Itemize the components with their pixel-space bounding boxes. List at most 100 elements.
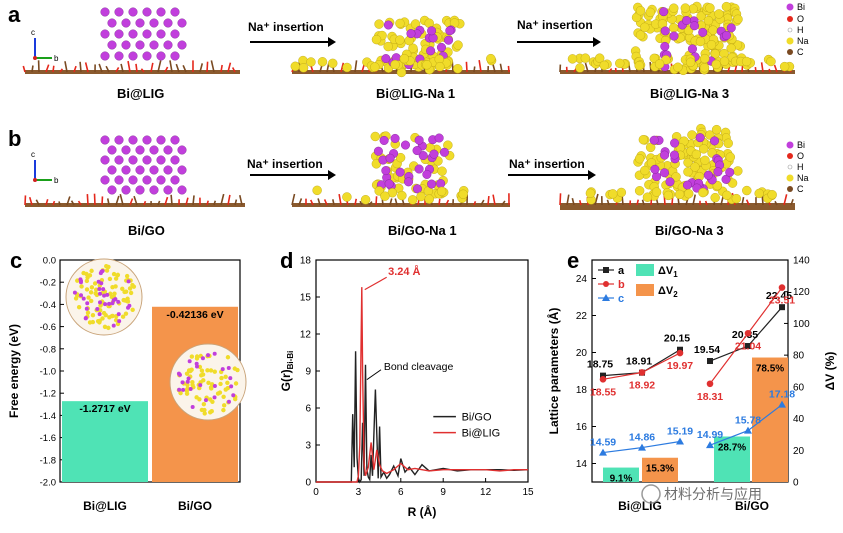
panel-letter-a: a [8, 2, 21, 27]
na-atom [766, 56, 776, 67]
substrate-bond [120, 63, 124, 73]
substrate-bond [692, 194, 696, 206]
marker-c [638, 443, 646, 451]
y-tick-label-c: -2.0 [40, 478, 56, 489]
bi-atom [163, 18, 173, 28]
rdf-series-bi-go [316, 351, 529, 484]
na-atom [616, 187, 627, 198]
substrate-bond [98, 63, 103, 73]
substrate-bond [487, 196, 490, 206]
bi-atom [156, 135, 166, 145]
bi-atom [114, 135, 124, 145]
arrow-head-b2 [588, 170, 596, 180]
y-tick-label-d: 0 [305, 478, 311, 489]
substrate-bond [606, 199, 610, 206]
na-atom [635, 6, 646, 16]
panel-letter-b: b [8, 126, 22, 151]
substrate-bond [594, 193, 599, 206]
bi-atom [149, 145, 159, 155]
na-atom [699, 63, 710, 73]
caption-bi-go-na3: Bi/GO-Na 3 [655, 223, 724, 238]
legend-bar-label-e: ΔV2 [658, 285, 678, 299]
na-atom [443, 140, 453, 150]
substrate-bond [105, 65, 110, 73]
substrate-bond [480, 199, 485, 206]
bi-atom [381, 54, 391, 64]
na-atom [312, 185, 322, 196]
legend-marker-e [603, 281, 609, 287]
lattice-value-label: 23.51 [769, 295, 795, 307]
substrate-bond [608, 68, 613, 73]
na-atom [397, 190, 407, 201]
lattice-value-label: 18.91 [626, 356, 652, 368]
na-atom [453, 64, 463, 74]
substrate-bond [584, 62, 589, 73]
y-tick-label-d: 12 [300, 330, 312, 341]
bi-atom [177, 40, 187, 50]
marker-a [707, 358, 713, 365]
volume-bar-label: 15.3% [646, 464, 674, 475]
legend-bar-label-e: ΔV1 [658, 265, 678, 279]
na-atom [710, 49, 720, 59]
y-tick-label-d: 9 [305, 367, 311, 378]
lattice-value-label: 20.35 [732, 329, 758, 341]
bi-atom [107, 145, 117, 155]
bond-arrow [366, 369, 382, 381]
substrate-bond [754, 66, 757, 73]
substrate-bond [499, 63, 503, 73]
x-tick-label-d: 0 [313, 487, 319, 498]
legend-h-a: H [797, 25, 804, 35]
bi-atom [445, 26, 455, 36]
bi-atom [177, 145, 187, 155]
substrate-base [25, 70, 240, 74]
bi-atom [114, 155, 124, 165]
bi-atom [429, 149, 439, 159]
na-atom [594, 53, 605, 63]
bi-atom [687, 44, 697, 54]
na-atom [634, 60, 644, 71]
bi-atom [383, 20, 393, 30]
na-atom [640, 165, 650, 176]
lattice-value-label: 18.75 [587, 359, 613, 371]
na-atom [395, 152, 406, 163]
y2-tick-label-e: 140 [793, 256, 810, 267]
panel-b-structures: c b [24, 123, 795, 210]
bi-atom [114, 7, 124, 17]
na-atom [435, 61, 445, 72]
bi-atom [128, 29, 138, 39]
substrate-bond [227, 194, 231, 206]
bi-atom [418, 151, 428, 161]
legend-marker-e [602, 294, 610, 301]
na-atom [390, 59, 400, 70]
y-tick-label-e: 14 [576, 459, 588, 470]
na-atom [328, 58, 338, 69]
bi-atom [156, 155, 166, 165]
na-atom [608, 189, 618, 199]
na-atom [634, 154, 645, 164]
na-atom [575, 63, 585, 73]
substrate-bond [73, 65, 77, 73]
bi-atom [721, 174, 731, 184]
legend-label-e: a [618, 265, 625, 277]
y-tick-label-e: 16 [576, 422, 588, 433]
bi-atom [703, 170, 713, 180]
legend-bi-a: Bi [797, 2, 806, 12]
y-tick-label-c: 0.0 [43, 256, 56, 267]
bi-atom [114, 175, 124, 185]
na-atom [742, 185, 752, 196]
bi-atom [414, 164, 424, 174]
bi-atom [400, 140, 410, 150]
substrate-bond [783, 194, 788, 206]
substrate-bond [93, 193, 96, 206]
lattice-value-label: 18.92 [629, 379, 655, 391]
bi-atom [114, 29, 124, 39]
bi-atom [100, 29, 110, 39]
substrate-bond [77, 200, 82, 206]
na-atom [700, 53, 710, 64]
y-tick-label-c: -1.6 [40, 433, 56, 444]
axis-c-label-a: c [31, 28, 35, 37]
lattice-value-label: 19.97 [667, 360, 693, 372]
substrate-bond [164, 66, 169, 73]
panel-letter-d: d [280, 248, 294, 273]
na-insertion-label-a1: Na⁺ insertion [248, 20, 324, 34]
